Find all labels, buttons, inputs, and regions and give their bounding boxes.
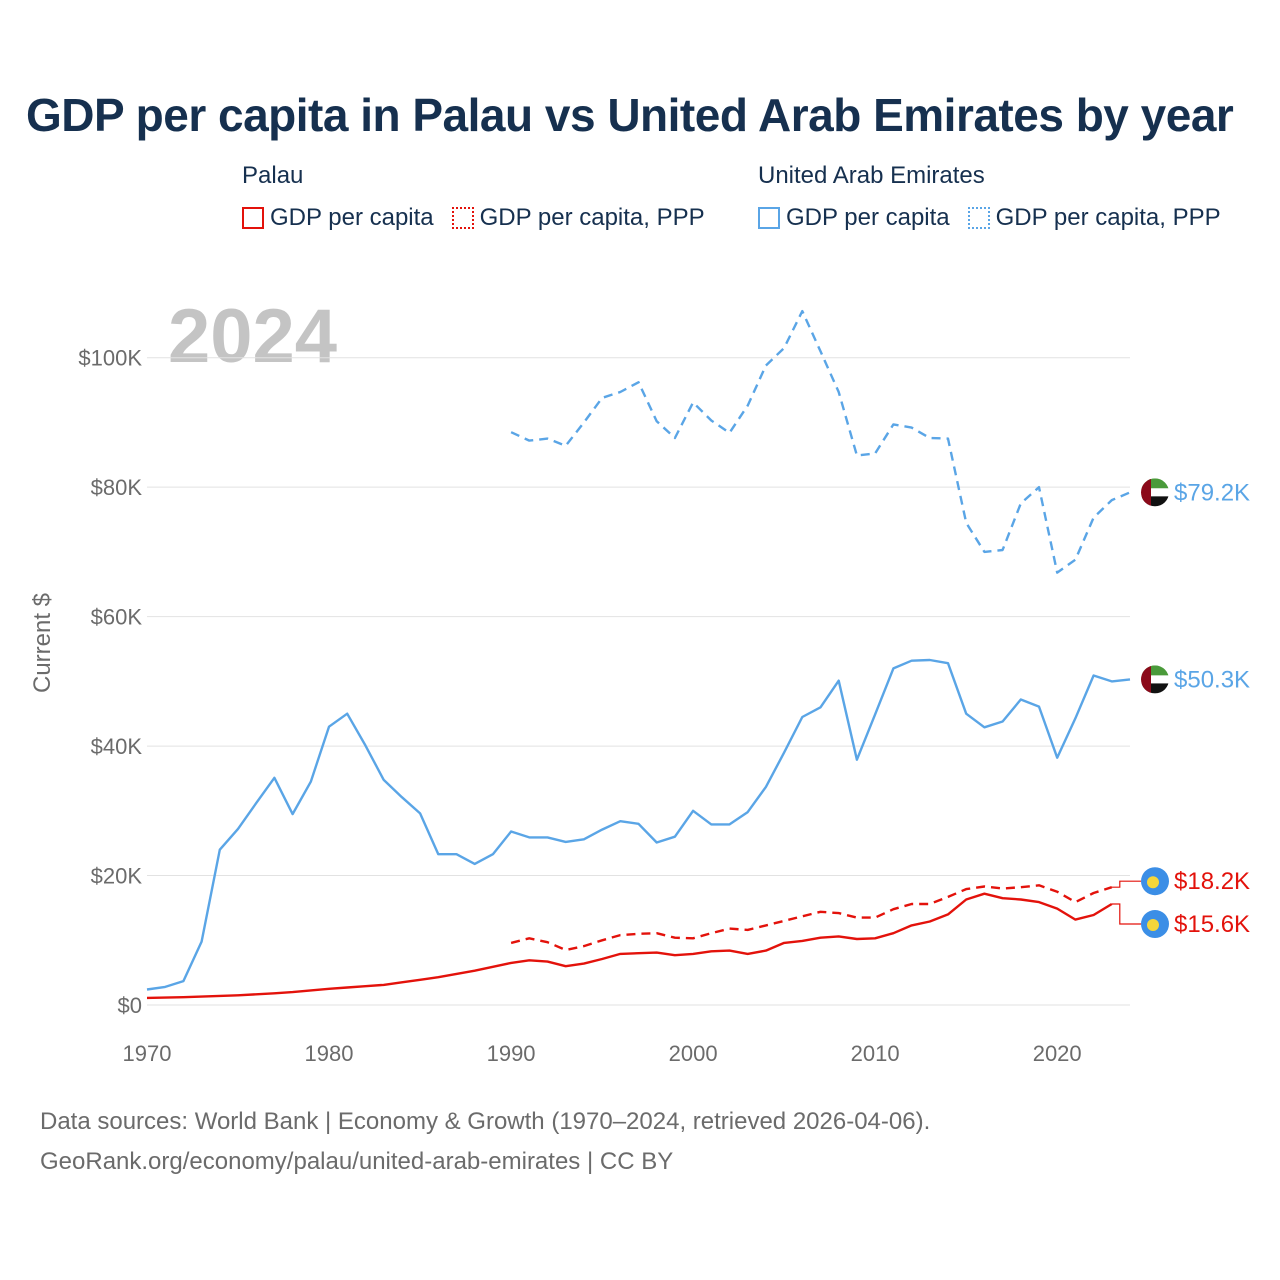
x-tick-label: 1980: [305, 1041, 354, 1066]
end-value-label: $79.2K: [1174, 479, 1250, 506]
legend-swatch-dotted-icon: [967, 207, 990, 229]
legend-group-title-palau: Palau: [242, 162, 304, 189]
x-tick-label: 2020: [1033, 1041, 1082, 1066]
legend-item-label: GDP per capita, PPP: [479, 204, 705, 231]
leader-line: [1111, 903, 1141, 925]
y-tick-label: $100K: [78, 346, 142, 371]
x-tick-label: 1970: [123, 1041, 172, 1066]
series-line-palau-gdp[interactable]: [146, 892, 1113, 1000]
legend-item-label: GDP per capita: [786, 204, 950, 231]
legend-item-label: GDP per capita, PPP: [995, 204, 1221, 231]
footer-source: Data sources: World Bank | Economy & Gro…: [40, 1108, 931, 1135]
end-value-label: $50.3K: [1174, 666, 1250, 693]
legend-swatch-solid-icon: [758, 207, 780, 229]
legend-group-title-uae: United Arab Emirates: [758, 162, 985, 189]
legend-item-uae-gdp-ppp[interactable]: GDP per capita, PPP: [967, 204, 1221, 232]
legend-group-uae: United Arab Emirates GDP per capita GDP …: [758, 162, 1221, 232]
legend-swatch-dotted-icon: [451, 207, 474, 229]
end-value-label: $15.6K: [1174, 911, 1250, 938]
y-tick-label: $0: [118, 993, 142, 1018]
y-axis-title: Current $: [29, 593, 56, 693]
legend-group-palau: Palau GDP per capita GDP per capita, PPP: [242, 162, 705, 232]
series-line-uae-ppp[interactable]: [510, 309, 1131, 574]
end-value-label: $18.2K: [1174, 868, 1250, 895]
y-tick-label: $20K: [91, 864, 143, 889]
leader-line: [1111, 880, 1141, 888]
legend-item-palau-gdp-ppp[interactable]: GDP per capita, PPP: [451, 204, 705, 232]
legend-item-label: GDP per capita: [270, 204, 434, 231]
palau-flag-icon: [1141, 867, 1169, 896]
y-tick-label: $60K: [91, 605, 143, 630]
uae-flag-icon: [1141, 665, 1169, 694]
x-tick-label: 2000: [669, 1041, 718, 1066]
legend-item-uae-gdp[interactable]: GDP per capita: [758, 204, 950, 232]
legend-swatch-solid-icon: [242, 207, 264, 229]
x-tick-label: 1990: [487, 1041, 536, 1066]
legend-item-palau-gdp[interactable]: GDP per capita: [242, 204, 434, 232]
y-tick-label: $40K: [91, 734, 143, 759]
y-tick-label: $80K: [91, 475, 143, 500]
uae-flag-icon: [1141, 478, 1169, 507]
x-tick-label: 2010: [851, 1041, 900, 1066]
year-watermark: 2024: [168, 294, 337, 379]
palau-flag-icon: [1141, 910, 1169, 939]
series-line-palau-ppp[interactable]: [510, 884, 1113, 952]
chart-title: GDP per capita in Palau vs United Arab E…: [26, 89, 1234, 141]
footer-link[interactable]: GeoRank.org/economy/palau/united-arab-em…: [40, 1148, 674, 1175]
series-line-uae-gdp[interactable]: [146, 658, 1131, 991]
